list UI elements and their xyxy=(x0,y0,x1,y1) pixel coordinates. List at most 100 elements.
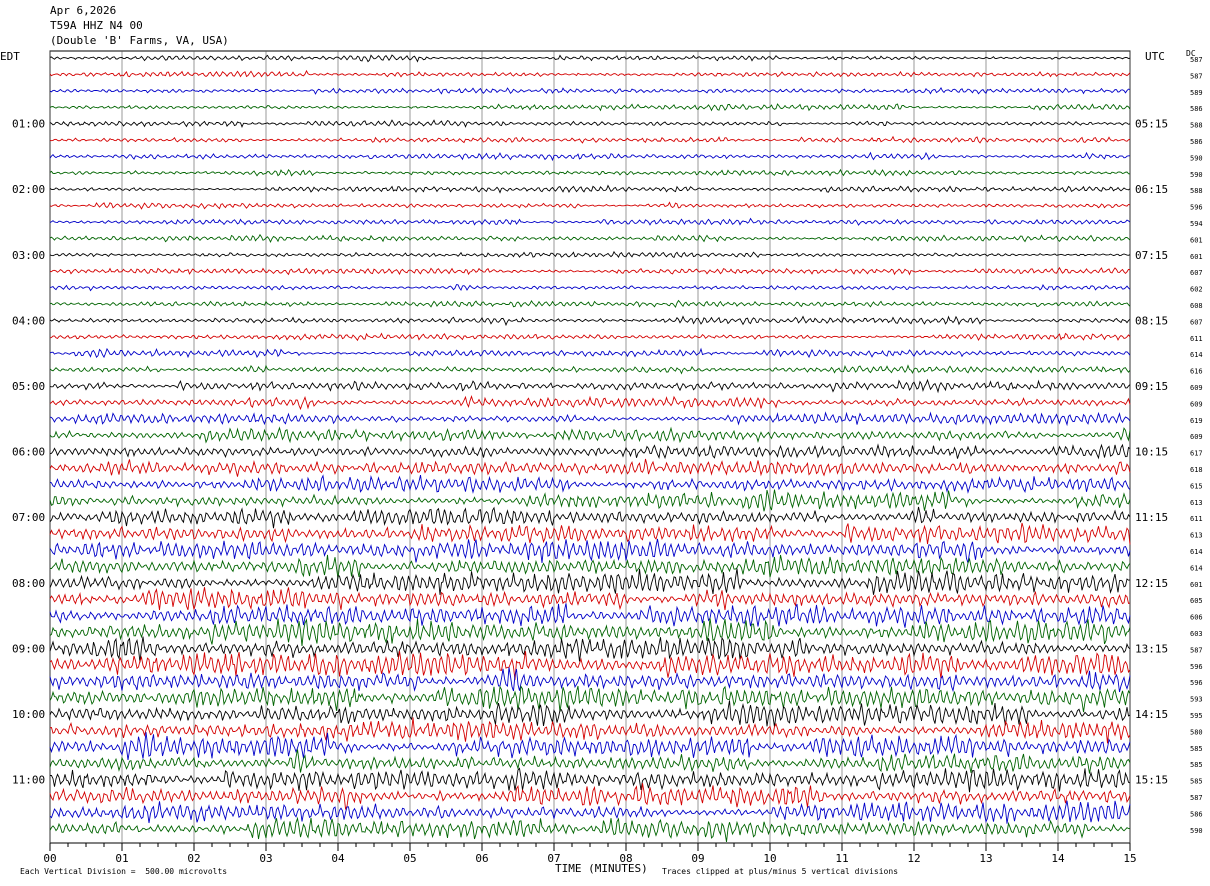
dc-offset-label: 585 xyxy=(1190,778,1203,786)
seismic-trace xyxy=(49,587,1131,611)
seismic-trace xyxy=(49,603,1131,628)
seismic-trace xyxy=(49,184,1131,194)
dc-offset-label: 587 xyxy=(1190,794,1203,802)
x-tick-label: 00 xyxy=(43,852,56,865)
seismic-trace xyxy=(49,800,1131,824)
seismic-trace xyxy=(49,568,1131,595)
seismic-trace xyxy=(49,685,1131,713)
seismic-trace xyxy=(49,347,1131,359)
dc-offset-label: 586 xyxy=(1190,810,1203,818)
clip-note: Traces clipped at plus/minus 5 vertical … xyxy=(662,867,899,876)
chart-grid xyxy=(49,50,1131,851)
seismic-trace xyxy=(49,474,1131,494)
x-tick-label: 06 xyxy=(475,852,488,865)
right-hour-label: 12:15 xyxy=(1135,577,1168,590)
dc-offset-label: 590 xyxy=(1190,827,1203,835)
seismic-trace xyxy=(49,554,1131,579)
dc-offset-label: 595 xyxy=(1190,712,1203,720)
dc-offset-label: 580 xyxy=(1190,728,1203,736)
dc-offset-label: 590 xyxy=(1190,154,1203,162)
right-timezone-label: UTC xyxy=(1145,50,1165,63)
dc-offset-label: 614 xyxy=(1190,564,1203,572)
dc-offset-label: 614 xyxy=(1190,548,1203,556)
x-tick-label: 14 xyxy=(1051,852,1065,865)
seismic-trace xyxy=(49,168,1131,177)
dc-offset-label: 602 xyxy=(1190,286,1203,294)
seismic-trace xyxy=(49,700,1131,728)
dc-offset-label: 596 xyxy=(1190,663,1203,671)
right-hour-label: 10:15 xyxy=(1135,446,1168,459)
dc-offset-label: 601 xyxy=(1190,581,1203,589)
seismic-trace xyxy=(49,378,1131,394)
seismic-trace xyxy=(49,299,1131,309)
dc-offset-label: 603 xyxy=(1190,630,1203,638)
left-hour-label: 11:00 xyxy=(12,774,45,787)
right-hour-label: 11:15 xyxy=(1135,511,1168,524)
seismic-trace xyxy=(49,135,1131,144)
seismic-trace xyxy=(49,103,1131,112)
seismic-trace xyxy=(49,315,1131,327)
left-timezone-label: EDT xyxy=(0,50,20,63)
seismic-trace xyxy=(49,119,1131,129)
x-tick-label: 01 xyxy=(115,852,128,865)
right-hour-label: 08:15 xyxy=(1135,314,1168,327)
dc-offset-label: 585 xyxy=(1190,745,1203,753)
x-tick-label: 05 xyxy=(403,852,416,865)
left-hour-label: 01:00 xyxy=(12,118,45,131)
dc-offset-label: 606 xyxy=(1190,614,1203,622)
x-tick-label: 08 xyxy=(619,852,632,865)
right-hour-label: 05:15 xyxy=(1135,118,1168,131)
dc-offset-label: 587 xyxy=(1190,72,1203,80)
left-hour-label: 02:00 xyxy=(12,183,45,196)
x-tick-label: 12 xyxy=(907,852,920,865)
dc-offset-label: 611 xyxy=(1190,515,1203,523)
dc-offset-label: 607 xyxy=(1190,318,1203,326)
left-hour-label: 06:00 xyxy=(12,446,45,459)
seismic-trace xyxy=(49,395,1131,411)
seismic-trace xyxy=(49,364,1131,375)
seismic-trace xyxy=(49,411,1131,427)
seismic-trace xyxy=(49,332,1131,342)
header-date: Apr 6,2026 xyxy=(50,4,117,17)
dc-offset-label: 609 xyxy=(1190,433,1203,441)
seismic-trace xyxy=(49,217,1131,226)
seismic-trace xyxy=(49,284,1131,292)
seismic-trace xyxy=(50,767,1131,793)
dc-offset-label: 613 xyxy=(1190,499,1203,507)
seismic-trace xyxy=(49,816,1131,842)
seismic-trace xyxy=(49,266,1131,276)
seismic-trace xyxy=(49,618,1131,647)
dc-offset-label: 613 xyxy=(1190,532,1203,540)
seismic-trace xyxy=(49,506,1131,529)
scale-note: Each Vertical Division = 500.00 microvol… xyxy=(20,867,228,876)
dc-offset-label: 590 xyxy=(1190,171,1203,179)
x-tick-label: 13 xyxy=(979,852,992,865)
label-group: 01:00 02:00 03:00 04:00 05:00 06:00 07:00 08:00… xyxy=(12,56,1203,865)
seismic-trace xyxy=(49,151,1130,162)
dc-offset-label: 605 xyxy=(1190,597,1203,605)
x-tick-label: 04 xyxy=(331,852,345,865)
seismic-trace xyxy=(49,650,1131,680)
left-hour-label: 05:00 xyxy=(12,380,45,393)
seismic-trace xyxy=(49,233,1131,243)
header-location: (Double 'B' Farms, VA, USA) xyxy=(50,34,229,47)
dc-offset-label: 608 xyxy=(1190,302,1203,310)
seismic-trace xyxy=(49,443,1131,460)
x-tick-label: 15 xyxy=(1123,852,1136,865)
dc-offset-label: 609 xyxy=(1190,384,1203,392)
seismic-trace xyxy=(49,69,1131,78)
left-hour-label: 10:00 xyxy=(12,708,45,721)
dc-header-label: DC xyxy=(1186,49,1196,58)
dc-offset-label: 619 xyxy=(1190,417,1203,425)
right-hour-label: 13:15 xyxy=(1135,642,1168,655)
seismic-trace xyxy=(49,201,1131,210)
header-station: T59A HHZ N4 00 xyxy=(50,19,143,32)
seismic-trace xyxy=(49,636,1131,663)
dc-offset-label: 611 xyxy=(1190,335,1203,343)
seismic-trace xyxy=(49,538,1131,564)
dc-offset-label: 587 xyxy=(1190,646,1203,654)
dc-offset-label: 615 xyxy=(1190,482,1203,490)
seismic-trace xyxy=(49,749,1131,774)
dc-offset-label: 607 xyxy=(1190,269,1203,277)
